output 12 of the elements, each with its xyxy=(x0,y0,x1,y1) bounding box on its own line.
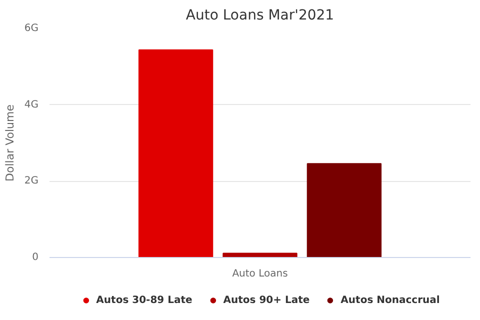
legend-label: Autos Nonaccrual xyxy=(340,294,440,306)
x-tick-label: Auto Loans xyxy=(232,268,288,280)
chart-title: Auto Loans Mar'2021 xyxy=(186,8,334,24)
bar xyxy=(306,163,382,258)
y-tick-label: 0 xyxy=(32,252,39,263)
legend-label: Autos 30-89 Late xyxy=(96,294,192,306)
y-tick-label: 2G xyxy=(24,176,39,187)
bar xyxy=(138,49,214,258)
y-tick-label: 6G xyxy=(24,23,39,34)
legend-label: Autos 90+ Late xyxy=(223,294,310,306)
y-tick-label: 4G xyxy=(24,99,39,110)
y-axis-title: Dollar Volume xyxy=(3,104,16,182)
